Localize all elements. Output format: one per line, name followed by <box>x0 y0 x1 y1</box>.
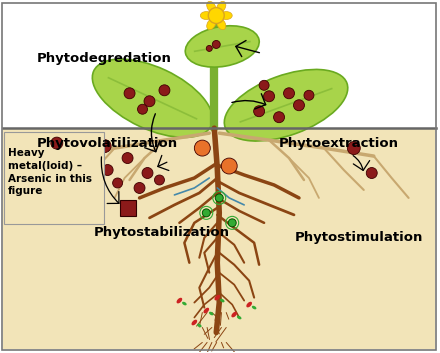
Ellipse shape <box>220 299 224 303</box>
Circle shape <box>259 80 269 90</box>
Circle shape <box>274 112 285 123</box>
Ellipse shape <box>207 1 216 12</box>
Circle shape <box>138 104 147 114</box>
Circle shape <box>98 140 111 152</box>
Ellipse shape <box>231 312 237 317</box>
Circle shape <box>366 168 377 179</box>
Circle shape <box>304 90 314 100</box>
Circle shape <box>215 194 223 202</box>
Circle shape <box>144 96 155 107</box>
Circle shape <box>202 209 210 217</box>
Circle shape <box>253 106 264 117</box>
Text: Phytovolatilization: Phytovolatilization <box>37 137 178 150</box>
Ellipse shape <box>252 306 257 309</box>
Ellipse shape <box>203 308 209 313</box>
Circle shape <box>283 88 294 99</box>
Circle shape <box>194 140 210 156</box>
Ellipse shape <box>92 59 213 137</box>
Text: Heavy
metal(loid) –
Arsenic in this
figure: Heavy metal(loid) – Arsenic in this figu… <box>8 148 92 197</box>
Ellipse shape <box>216 19 226 30</box>
Circle shape <box>212 41 220 48</box>
Ellipse shape <box>182 302 187 305</box>
Circle shape <box>208 7 224 24</box>
Ellipse shape <box>246 302 252 307</box>
Text: Phytostimulation: Phytostimulation <box>295 231 423 244</box>
Ellipse shape <box>237 316 242 319</box>
Ellipse shape <box>214 295 220 300</box>
FancyBboxPatch shape <box>4 132 104 224</box>
Bar <box>3 128 435 349</box>
Ellipse shape <box>191 320 197 325</box>
Ellipse shape <box>224 70 348 141</box>
Circle shape <box>51 137 63 149</box>
Circle shape <box>206 46 212 52</box>
Circle shape <box>293 100 304 111</box>
Circle shape <box>113 178 123 188</box>
Circle shape <box>228 219 236 227</box>
Ellipse shape <box>176 298 182 304</box>
Ellipse shape <box>220 12 232 19</box>
Circle shape <box>124 88 135 99</box>
Circle shape <box>142 168 153 179</box>
Circle shape <box>122 152 133 163</box>
Text: Phytodegredation: Phytodegredation <box>37 52 172 65</box>
Text: Phytostabilization: Phytostabilization <box>93 226 229 239</box>
Ellipse shape <box>216 1 226 12</box>
Ellipse shape <box>200 12 212 19</box>
Circle shape <box>264 91 275 102</box>
Bar <box>3 4 435 128</box>
Circle shape <box>221 158 237 174</box>
Text: Phytoextraction: Phytoextraction <box>279 137 399 150</box>
Bar <box>120 200 136 216</box>
Ellipse shape <box>207 19 216 30</box>
Circle shape <box>347 142 360 155</box>
Circle shape <box>154 175 165 185</box>
Ellipse shape <box>209 312 213 315</box>
Circle shape <box>73 162 86 174</box>
Circle shape <box>159 85 170 96</box>
Circle shape <box>134 183 145 193</box>
Circle shape <box>102 164 113 175</box>
Ellipse shape <box>197 324 202 327</box>
Ellipse shape <box>185 26 259 67</box>
